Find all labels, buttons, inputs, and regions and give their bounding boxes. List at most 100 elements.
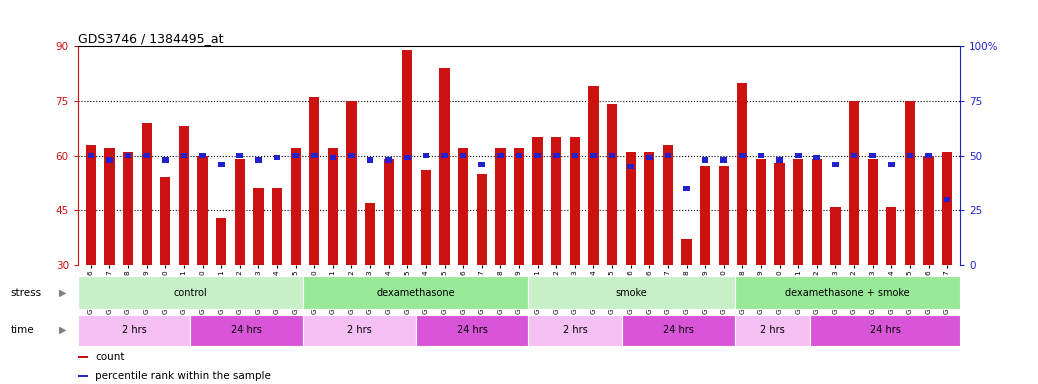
Text: 2 hrs: 2 hrs [347,325,372,335]
Bar [78,276,303,309]
Bar [812,159,822,265]
Bar [479,162,485,167]
Bar [274,155,280,161]
Text: stress: stress [10,288,42,298]
Bar [906,153,913,158]
Bar [830,207,841,265]
Bar [162,157,168,163]
Bar [365,203,375,265]
Bar [420,170,431,265]
Bar [887,162,895,167]
Bar [535,153,541,158]
Bar [303,315,416,346]
Bar [181,153,187,158]
Text: count: count [95,352,125,362]
Bar [589,86,599,265]
Text: 24 hrs: 24 hrs [663,325,694,335]
Bar [810,315,960,346]
Bar [385,157,392,163]
Bar [495,148,506,265]
Bar [944,197,951,202]
Bar [553,153,559,158]
Bar [626,152,636,265]
Bar [237,153,243,158]
Bar [272,189,282,265]
Text: time: time [10,325,34,335]
Bar [905,101,916,265]
Bar [402,50,412,265]
Bar [439,68,449,265]
Bar [925,153,932,158]
Text: 24 hrs: 24 hrs [457,325,488,335]
Bar [681,240,691,265]
Bar [664,153,672,158]
Bar [720,157,727,163]
Bar [572,153,578,158]
Bar [329,155,336,161]
Bar [627,164,634,169]
Bar [347,101,357,265]
Bar [718,167,729,265]
Bar [870,153,876,158]
Bar [86,145,95,265]
Bar [416,315,528,346]
Bar [106,157,113,163]
Bar [622,315,735,346]
Bar [384,159,393,265]
Bar [143,153,151,158]
Bar [702,157,709,163]
Bar [458,148,468,265]
Bar [348,153,355,158]
Bar [776,157,783,163]
Bar [663,145,673,265]
Bar [87,153,94,158]
Bar [293,153,299,158]
Bar [795,153,801,158]
Text: 2 hrs: 2 hrs [563,325,588,335]
Bar [191,315,303,346]
Bar [78,356,88,358]
Bar [422,153,430,158]
Text: 24 hrs: 24 hrs [231,325,263,335]
Bar [793,159,803,265]
Bar [328,148,338,265]
Bar [218,162,224,167]
Text: control: control [173,288,208,298]
Text: ▶: ▶ [59,325,66,335]
Text: 2 hrs: 2 hrs [760,325,785,335]
Bar [303,276,528,309]
Bar [739,153,745,158]
Bar [608,153,616,158]
Bar [683,185,690,191]
Bar [460,153,466,158]
Bar [78,376,88,377]
Bar [125,153,132,158]
Bar [551,137,562,265]
Bar [528,315,622,346]
Bar [476,174,487,265]
Bar [591,153,597,158]
Bar [832,162,839,167]
Bar [441,153,447,158]
Bar [735,315,810,346]
Bar [516,153,522,158]
Text: dexamethasone: dexamethasone [377,288,455,298]
Bar [366,157,374,163]
Bar [756,159,766,265]
Bar [570,137,580,265]
Bar [309,97,320,265]
Bar [758,153,764,158]
Bar [78,315,191,346]
Bar [514,148,524,265]
Bar [255,157,262,163]
Bar [700,167,710,265]
Bar [645,152,654,265]
Bar [886,207,897,265]
Text: ▶: ▶ [59,288,66,298]
Text: percentile rank within the sample: percentile rank within the sample [95,371,271,381]
Bar [849,101,859,265]
Bar [253,189,264,265]
Bar [528,276,735,309]
Bar [737,83,747,265]
Bar [311,153,318,158]
